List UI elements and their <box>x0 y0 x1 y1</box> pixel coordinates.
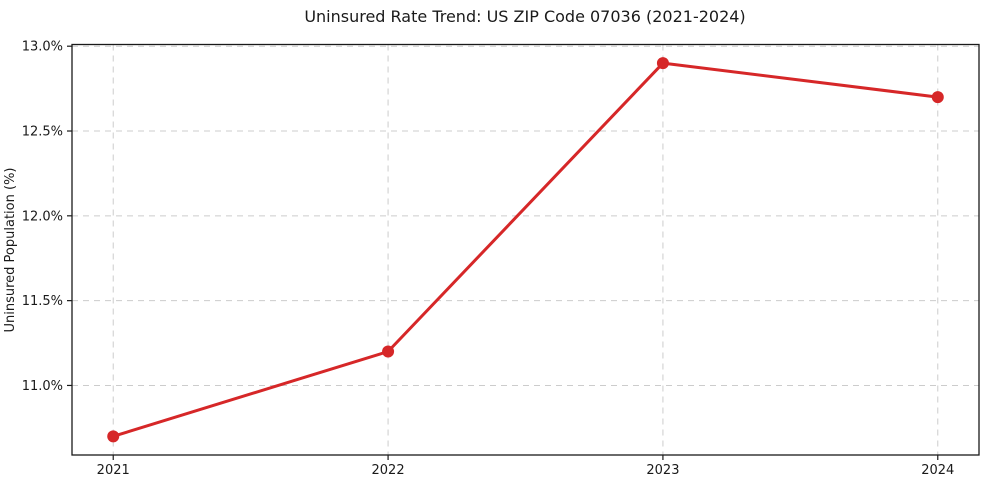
y-tick-label: 12.5% <box>22 125 63 140</box>
trend-line <box>111 61 940 438</box>
y-tick-label: 12.0% <box>22 209 63 224</box>
y-tick-label: 11.0% <box>22 379 63 394</box>
chart-title: Uninsured Rate Trend: US ZIP Code 07036 … <box>304 7 745 26</box>
y-tick-label: 11.5% <box>22 294 63 309</box>
y-tick-label: 13.0% <box>22 40 63 55</box>
label-layer: 2021 2022 2023 2024 11.0% 11.5% 12.0% 12.5% 13.0… <box>22 40 955 478</box>
y-axis-label: Uninsured Population (%) <box>3 168 18 333</box>
frame-layer <box>71 43 980 456</box>
grid-layer <box>72 44 979 455</box>
data-point-marker <box>656 57 669 70</box>
series-layer <box>107 57 944 443</box>
data-point-marker <box>382 345 395 358</box>
tick-layer <box>67 45 939 460</box>
data-point-marker <box>107 430 120 443</box>
plot-frame <box>71 43 980 456</box>
data-point-marker <box>931 91 944 104</box>
x-tick-label: 2023 <box>646 463 679 478</box>
x-tick-label: 2024 <box>921 463 954 478</box>
x-tick-label: 2022 <box>372 463 405 478</box>
x-tick-label: 2021 <box>97 463 130 478</box>
